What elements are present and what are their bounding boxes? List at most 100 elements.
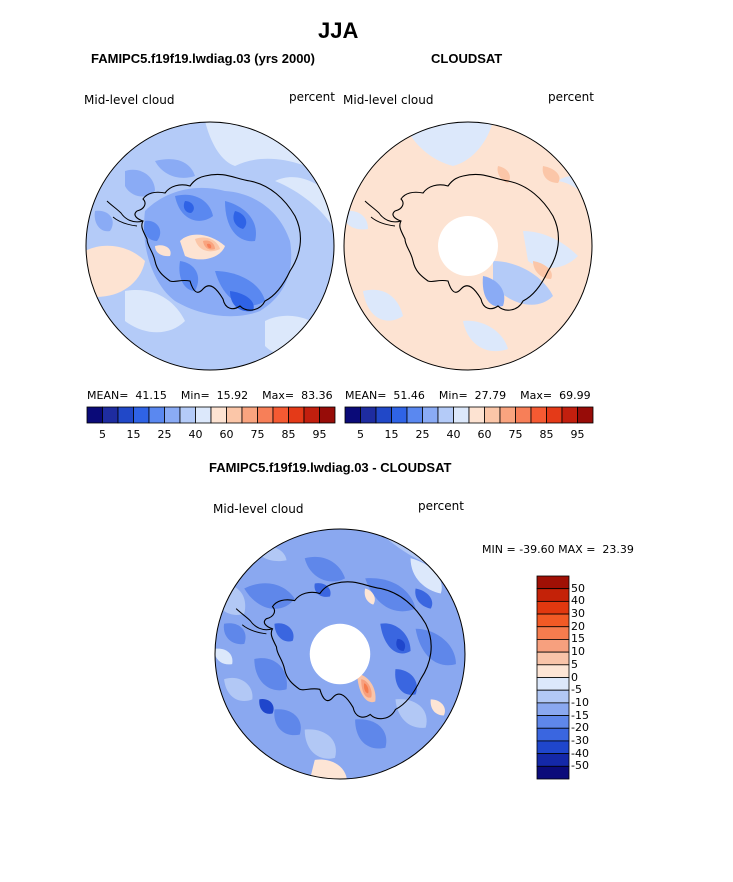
colorbar-tick-label: -50 xyxy=(571,759,589,773)
diff-colorbar xyxy=(536,575,570,780)
colorbar-swatch xyxy=(195,406,212,424)
colorbar-tick-label: 20 xyxy=(571,619,585,633)
colorbar-tick-label: 15 xyxy=(126,428,141,441)
colorbar-tick-label: 85 xyxy=(281,428,296,441)
colorbar-swatch xyxy=(102,406,119,424)
colorbar-swatch xyxy=(577,406,594,424)
model-max-value: 83.36 xyxy=(301,389,333,402)
colorbar-swatch xyxy=(484,406,501,424)
obs-variable-label: Mid-level cloud xyxy=(343,93,434,107)
colorbar-tick-label: -30 xyxy=(571,733,589,747)
colorbar-swatch xyxy=(536,677,570,691)
colorbar-tick-label: -20 xyxy=(571,721,589,735)
colorbar-tick-label: 15 xyxy=(384,428,399,441)
obs-mean-value: 51.46 xyxy=(393,389,425,402)
diff-units-label: percent xyxy=(418,499,464,513)
model-variable-label: Mid-level cloud xyxy=(84,93,175,107)
obs-mean-label: MEAN= xyxy=(345,389,387,402)
colorbar-swatch xyxy=(453,406,470,424)
colorbar-swatch xyxy=(468,406,485,424)
model-stats: MEAN= 41.15 Min= 15.92 Max= 83.36 xyxy=(87,389,333,402)
colorbar-swatch xyxy=(164,406,181,424)
colorbar-swatch xyxy=(179,406,196,424)
page-title: JJA xyxy=(318,18,359,43)
diff-stats: MIN = -39.60 MAX = 23.39 xyxy=(482,543,634,556)
colorbar-swatch xyxy=(406,406,423,424)
diff-case-title: FAMIPC5.f19f19.lwdiag.03 - CLOUDSAT xyxy=(209,460,452,475)
colorbar-tick-label: 60 xyxy=(219,428,234,441)
obs-colorbar xyxy=(344,406,594,424)
model-max-label: Max= xyxy=(262,389,295,402)
diff-max-value: 23.39 xyxy=(602,543,634,556)
colorbar-tick-label: -15 xyxy=(571,708,589,722)
colorbar-swatch xyxy=(536,664,570,678)
colorbar-tick-label: 40 xyxy=(571,594,585,608)
colorbar-tick-label: 75 xyxy=(508,428,523,441)
colorbar-swatch xyxy=(210,406,227,424)
colorbar-swatch xyxy=(272,406,289,424)
colorbar-tick-label: 25 xyxy=(415,428,430,441)
colorbar-tick-label: -40 xyxy=(571,746,589,760)
colorbar-swatch xyxy=(536,626,570,640)
obs-map xyxy=(343,121,593,371)
colorbar-swatch xyxy=(536,702,570,716)
colorbar-swatch xyxy=(319,406,336,424)
diff-min-value: -39.60 xyxy=(519,543,555,556)
colorbar-swatch xyxy=(536,765,570,780)
colorbar-tick-label: -10 xyxy=(571,695,589,709)
obs-units-label: percent xyxy=(548,90,594,104)
diff-variable-label: Mid-level cloud xyxy=(213,502,304,516)
colorbar-swatch xyxy=(148,406,165,424)
model-case-title: FAMIPC5.f19f19.lwdiag.03 (yrs 2000) xyxy=(91,51,315,66)
colorbar-tick-label: 40 xyxy=(188,428,203,441)
colorbar-swatch xyxy=(499,406,516,424)
diff-map xyxy=(214,528,466,780)
colorbar-tick-label: 15 xyxy=(571,632,585,646)
colorbar-tick-label: 75 xyxy=(250,428,265,441)
colorbar-swatch xyxy=(133,406,150,424)
colorbar-swatch xyxy=(546,406,563,424)
colorbar-tick-label: 0 xyxy=(571,670,578,684)
colorbar-swatch xyxy=(536,639,570,653)
colorbar-tick-label: 50 xyxy=(571,581,585,595)
obs-min-value: 27.79 xyxy=(474,389,507,402)
colorbar-swatch xyxy=(86,406,103,424)
colorbar-swatch xyxy=(530,406,547,424)
obs-max-label: Max= xyxy=(520,389,553,402)
colorbar-swatch xyxy=(422,406,439,424)
colorbar-swatch xyxy=(257,406,274,424)
colorbar-swatch xyxy=(303,406,320,424)
colorbar-tick-label: 60 xyxy=(477,428,492,441)
obs-colorbar-ticks: 5 15 25 40 60 75 85 95 xyxy=(345,428,593,442)
colorbar-tick-label: 25 xyxy=(157,428,172,441)
colorbar-swatch xyxy=(391,406,408,424)
model-map xyxy=(85,121,335,371)
colorbar-swatch xyxy=(288,406,305,424)
colorbar-swatch xyxy=(515,406,532,424)
model-units-label: percent xyxy=(289,90,335,104)
colorbar-tick-label: 10 xyxy=(571,645,585,659)
colorbar-swatch xyxy=(536,600,570,615)
diff-min-label: MIN = xyxy=(482,543,516,556)
colorbar-swatch xyxy=(536,689,570,704)
colorbar-swatch xyxy=(536,613,570,628)
diff-max-label: MAX = xyxy=(558,543,596,556)
colorbar-swatch xyxy=(360,406,377,424)
colorbar-tick-label: 95 xyxy=(312,428,327,441)
colorbar-swatch xyxy=(344,406,361,424)
colorbar-swatch xyxy=(536,715,570,729)
colorbar-tick-label: 5 xyxy=(99,428,106,441)
colorbar-tick-label: 40 xyxy=(446,428,461,441)
obs-max-value: 69.99 xyxy=(559,389,591,402)
model-min-label: Min= xyxy=(180,389,210,402)
model-mean-label: MEAN= xyxy=(87,389,129,402)
model-colorbar-ticks: 5 15 25 40 60 75 85 95 xyxy=(87,428,335,442)
colorbar-swatch xyxy=(375,406,392,424)
colorbar-swatch xyxy=(536,740,570,755)
colorbar-swatch xyxy=(241,406,258,424)
colorbar-tick-label: -5 xyxy=(571,683,582,697)
colorbar-swatch xyxy=(536,727,570,742)
obs-min-label: Min= xyxy=(438,389,468,402)
colorbar-tick-label: 5 xyxy=(571,657,578,671)
colorbar-tick-label: 5 xyxy=(357,428,364,441)
